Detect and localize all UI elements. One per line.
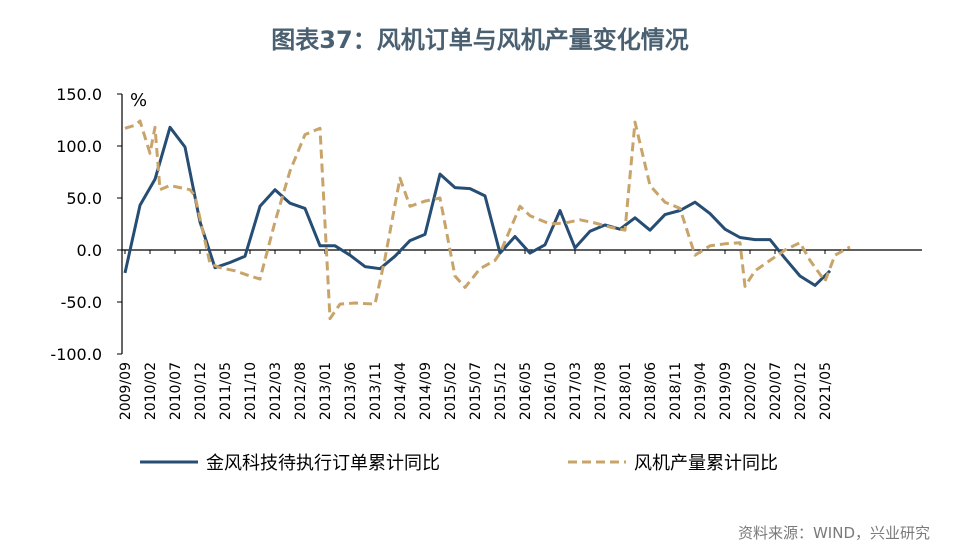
x-tick-label: 2018/06 [643, 362, 659, 420]
x-tick-label: 2018/01 [618, 362, 634, 420]
x-tick-label: 2013/06 [343, 362, 359, 420]
x-tick-label: 2020/07 [768, 362, 784, 420]
x-tick-label: 2010/12 [193, 362, 209, 420]
x-tick-label: 2016/05 [518, 362, 534, 420]
legend-label-1: 金风科技待执行订单累计同比 [206, 453, 440, 474]
plot-series [123, 119, 851, 321]
x-tick-label: 2020/02 [743, 362, 759, 420]
x-tick-label: 2012/08 [293, 362, 309, 420]
series-line-2 [124, 119, 851, 321]
x-tick-label: 2017/08 [593, 362, 609, 420]
x-tick-label: 2012/03 [268, 362, 284, 420]
x-tick-label: 2018/11 [668, 362, 684, 420]
x-tick-label: 2020/12 [793, 362, 809, 420]
x-tick-label: 2015/02 [443, 362, 459, 420]
x-tick-label: 2010/07 [168, 362, 184, 420]
x-axis: 2009/09 2010/02 2010/07 2010/12 2011/05 2011/… [118, 249, 922, 420]
legend-label-2: 风机产量累计同比 [634, 453, 778, 474]
y-tick-label: 0.0 [77, 241, 102, 260]
x-tick-label: 2017/03 [568, 362, 584, 420]
x-tick-label: 2011/05 [218, 362, 234, 420]
y-tick-label: -50.0 [61, 293, 102, 312]
y-unit-label: % [130, 90, 147, 111]
x-tick-label: 2014/04 [393, 362, 409, 420]
y-tick-label: 150.0 [56, 85, 102, 104]
series-line-1 [123, 125, 832, 287]
x-tick-label: 2013/11 [368, 362, 384, 420]
y-axis: -100.0 -50.0 0.0 50.0 100.0 150.0% [50, 85, 147, 364]
legend: 金风科技待执行订单累计同比 风机产量累计同比 [140, 453, 778, 474]
y-tick-label: 100.0 [56, 137, 102, 156]
y-tick-label: -100.0 [50, 345, 102, 364]
x-tick-label: 2015/07 [468, 362, 484, 420]
chart-title: 图表37：风机订单与风机产量变化情况 [271, 26, 689, 54]
x-tick-label: 2019/09 [718, 362, 734, 420]
y-tick-label: 50.0 [66, 189, 102, 208]
x-tick-label: 2015/12 [493, 362, 509, 420]
x-tick-label: 2009/09 [118, 362, 134, 420]
x-tick-label: 2019/04 [693, 362, 709, 420]
source-note: 资料来源：WIND，兴业研究 [737, 524, 930, 542]
x-tick-label: 2013/01 [318, 362, 334, 420]
x-tick-label: 2014/09 [418, 362, 434, 420]
x-tick-label: 2021/05 [818, 362, 834, 420]
x-tick-label: 2011/10 [243, 362, 259, 420]
x-tick-label: 2010/02 [143, 362, 159, 420]
x-tick-label: 2016/10 [543, 362, 559, 420]
